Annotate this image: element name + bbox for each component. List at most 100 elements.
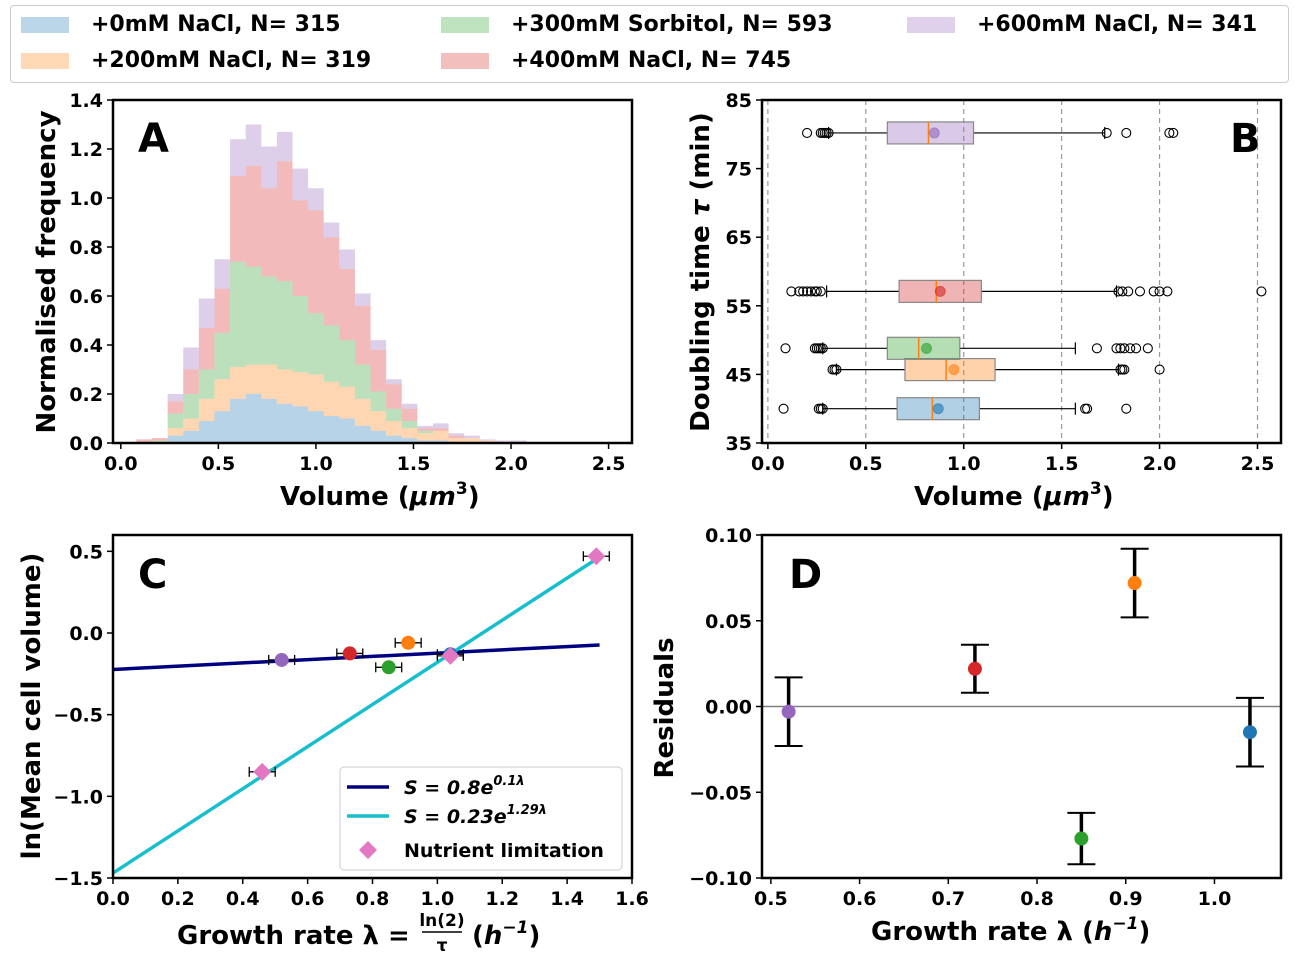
legend-swatch xyxy=(441,52,489,69)
x-tick-label: 2.5 xyxy=(592,453,626,475)
box-flier xyxy=(1117,286,1128,297)
box-flier xyxy=(811,286,822,297)
x-tick-label: 2.0 xyxy=(494,453,528,475)
axes-frame xyxy=(111,98,634,445)
x-tick-label: 0.8 xyxy=(1020,888,1054,910)
panel-letter-b: B xyxy=(1230,116,1261,162)
y-tick-label: 0.00 xyxy=(705,697,752,719)
box-flier xyxy=(1168,127,1179,138)
box-plot xyxy=(827,357,1165,382)
box-flier xyxy=(805,286,817,297)
x-tick-label: 1.0 xyxy=(947,453,981,475)
plot-area xyxy=(113,547,610,875)
box-plot xyxy=(801,121,1179,145)
panel-b-ylabel: Doubling time τ (min) xyxy=(686,112,716,432)
legend-entry-600mm-nacl: +600mM NaCl, N= 341 xyxy=(907,12,1257,37)
box-mean xyxy=(932,403,944,415)
box-flier xyxy=(823,127,834,138)
residual-point xyxy=(781,704,796,719)
box-flier xyxy=(817,343,828,354)
data-point xyxy=(342,646,357,661)
panel-letter-a: A xyxy=(138,116,169,162)
legend-frame xyxy=(339,766,623,871)
box-flier xyxy=(1162,286,1173,297)
box-flier xyxy=(1164,127,1175,138)
x-tick-label: 0.2 xyxy=(161,888,195,910)
y-tick-label: 0.05 xyxy=(705,611,752,633)
box-flier xyxy=(798,286,809,297)
box-flier xyxy=(1123,286,1134,297)
box-flier xyxy=(1119,364,1130,375)
panel-d-xlabel: Growth rate λ (h−1) xyxy=(871,914,1150,947)
box-flier xyxy=(1256,286,1267,297)
box-flier xyxy=(801,127,813,138)
x-tick-label: 0.0 xyxy=(104,453,138,475)
y-tick-label: 1.0 xyxy=(69,188,103,210)
box-flier xyxy=(1115,343,1126,354)
x-tick-label: 1.0 xyxy=(299,453,333,475)
x-tick-label: 2.5 xyxy=(1241,453,1275,475)
legend-entry-300mm-sorbitol: +300mM Sorbitol, N= 593 xyxy=(441,12,833,37)
panel-b-xlabel: Volume (μm3) xyxy=(914,479,1114,512)
legend-entry-400mm-nacl: +400mM NaCl, N= 745 xyxy=(441,48,791,73)
legend-line-label: S = 0.8e0.1λ xyxy=(404,774,525,799)
box-flier xyxy=(1121,403,1132,414)
box-flier xyxy=(778,403,789,414)
x-tick-label: 1.5 xyxy=(1045,453,1079,475)
box-flier xyxy=(1154,364,1165,375)
box-flier xyxy=(1121,127,1132,138)
panel-a-xlabel: Volume (μm3) xyxy=(280,479,480,512)
y-tick-label: 65 xyxy=(726,227,752,249)
legend-label: +300mM Sorbitol, N= 593 xyxy=(511,12,833,37)
box-mean xyxy=(934,285,946,297)
legend-swatch xyxy=(21,52,69,69)
y-tick-label: 85 xyxy=(726,90,752,112)
x-tick-label: 0.5 xyxy=(202,453,236,475)
y-tick-label: 1.4 xyxy=(69,90,103,112)
fit-line xyxy=(113,555,601,875)
axes-frame xyxy=(760,98,1283,445)
xlabel-fraction-denominator: τ xyxy=(437,936,448,956)
x-tick-label: 2.0 xyxy=(1143,453,1177,475)
legend-label: +0mM NaCl, N= 315 xyxy=(91,12,341,37)
legend-label-exponent: 0.1λ xyxy=(493,774,524,789)
x-tick-label: 0.0 xyxy=(96,888,130,910)
nutrient-limitation-point xyxy=(253,762,272,781)
x-tick-label: 0.5 xyxy=(754,888,788,910)
axes-frame xyxy=(760,533,1283,880)
legend-label: +200mM NaCl, N= 319 xyxy=(91,48,372,73)
histogram-layer xyxy=(136,394,527,443)
box-flier xyxy=(1142,343,1153,354)
y-tick-label: −0.5 xyxy=(53,705,103,727)
legend-swatch xyxy=(441,16,489,33)
x-tick-label: 0.4 xyxy=(226,888,260,910)
panel-c-xlabel: Growth rate λ = ln(2) τ (h−1) xyxy=(177,911,540,956)
x-tick-label: 1.2 xyxy=(485,888,519,910)
box-flier xyxy=(1113,286,1124,297)
box-flier xyxy=(817,403,828,414)
legend-nutrient-label: Nutrient limitation xyxy=(404,840,604,862)
panel-d-ylabel: Residuals xyxy=(650,637,680,778)
residual-point xyxy=(1074,831,1089,846)
legend-diamond-swatch xyxy=(359,841,377,859)
axes-frame xyxy=(111,533,634,880)
xlabel-prefix: Growth rate λ = xyxy=(177,921,410,951)
x-tick-label: 1.5 xyxy=(397,453,431,475)
x-tick-label: 0.9 xyxy=(1109,888,1143,910)
box-plot xyxy=(786,279,1267,303)
box-flier xyxy=(1125,343,1136,354)
panel-c-legend: S = 0.8e0.1λ S = 0.23e1.29λ Nutrient limit… xyxy=(339,766,623,871)
box-flier xyxy=(801,286,813,297)
y-tick-label: 0.10 xyxy=(705,525,752,547)
box-plot xyxy=(778,397,1132,421)
box-flier xyxy=(1148,286,1159,297)
histogram-layer xyxy=(136,124,527,442)
data-point xyxy=(401,635,416,650)
histogram-layer xyxy=(136,261,527,442)
histogram-layer xyxy=(136,161,527,442)
box-flier xyxy=(1080,403,1091,414)
box-mean xyxy=(921,342,933,354)
histogram-layer xyxy=(136,364,527,443)
y-tick-label: −0.05 xyxy=(689,782,752,804)
